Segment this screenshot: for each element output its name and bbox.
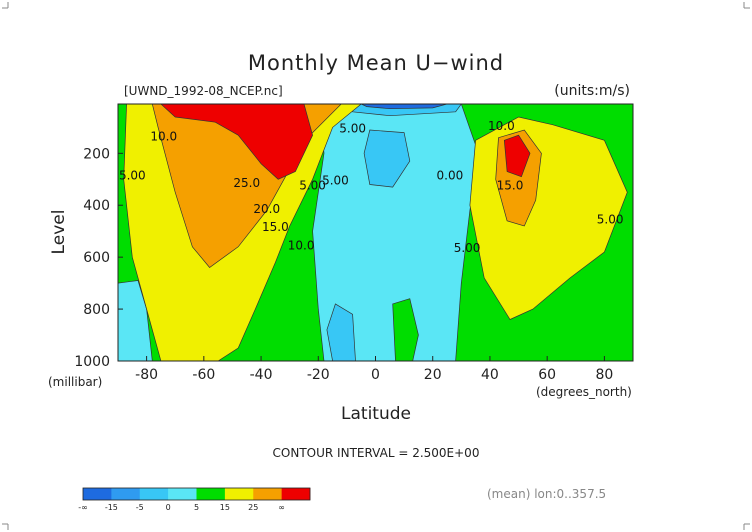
colorbar-tick-label: 5 xyxy=(194,503,199,512)
y-axis-label: Level xyxy=(49,210,69,255)
contour-region xyxy=(312,104,479,361)
colorbar-swatch xyxy=(168,488,197,500)
contour-label: 5.00 xyxy=(454,241,481,255)
colorbar-tick-label: 15 xyxy=(220,503,230,512)
contour-label: 20.0 xyxy=(253,202,280,216)
footer-text: (mean) lon:0..357.5 xyxy=(487,487,606,501)
colorbar-tick-label: -5 xyxy=(136,503,144,512)
colorbar-swatch xyxy=(253,488,282,500)
colorbar-tick-label: ∞ xyxy=(278,503,285,512)
contour-region xyxy=(326,303,356,361)
colorbar-swatch xyxy=(111,488,141,500)
colorbar-frame xyxy=(82,487,311,501)
x-tick-label: -80 xyxy=(135,367,158,383)
colorbar-swatch xyxy=(224,488,254,500)
colorbar: -∞ -15 -5 0 5 15 25 ∞ xyxy=(78,487,311,512)
x-tick-label: -40 xyxy=(250,367,273,383)
colorbar-swatch xyxy=(83,488,112,500)
x-tick-label: -20 xyxy=(307,367,330,383)
contour-label: 15.0 xyxy=(262,220,289,234)
contour-label: 10.0 xyxy=(488,119,515,133)
contour-region xyxy=(392,298,419,361)
contour-label: 0.00 xyxy=(437,168,464,182)
plot-area xyxy=(118,104,633,361)
file-label: [UWND_1992-08_NCEP.nc] xyxy=(124,84,283,98)
y-tick-label: 1000 xyxy=(74,354,110,370)
chart-title: Monthly Mean U−wind xyxy=(248,51,504,75)
colorbar-tick-label: -∞ xyxy=(78,503,88,512)
x-tick-label: 60 xyxy=(538,367,556,383)
contour-region xyxy=(118,280,153,361)
contour-label: 10.0 xyxy=(150,129,177,143)
y-tick-label: 600 xyxy=(83,250,110,266)
x-tick-label: 20 xyxy=(424,367,442,383)
colorbar-tick-label: 0 xyxy=(166,503,171,512)
contour-region xyxy=(160,104,313,180)
contour-label: 5.00 xyxy=(339,122,366,136)
colorbar-swatch xyxy=(281,488,311,500)
x-axis-unit: (degrees_north) xyxy=(536,385,632,399)
contour-label: 10.0 xyxy=(288,238,315,252)
x-tick-label: 40 xyxy=(481,367,499,383)
y-tick-label: 400 xyxy=(83,198,110,214)
contour-label: 5.00 xyxy=(597,212,624,226)
contour-region xyxy=(361,104,448,110)
contour-label: 5.00 xyxy=(322,173,349,187)
contour-label: 25.0 xyxy=(233,176,260,190)
x-tick-label: -60 xyxy=(192,367,215,383)
x-axis-label: Latitude xyxy=(341,404,411,424)
y-tick-label: 200 xyxy=(83,146,110,162)
colorbar-swatch xyxy=(196,488,226,500)
x-tick-label: 80 xyxy=(595,367,613,383)
colorbar-tick-label: 25 xyxy=(248,503,258,512)
colorbar-tick-label: -15 xyxy=(105,503,118,512)
y-tick-label: 800 xyxy=(83,302,110,318)
contour-label: 15.0 xyxy=(497,179,524,193)
x-tick-label: 0 xyxy=(371,367,380,383)
contour-label: 5.00 xyxy=(299,179,326,193)
contour-interval-text: CONTOUR INTERVAL = 2.500E+00 xyxy=(273,446,480,460)
contour-label: 5.00 xyxy=(119,168,146,182)
x-axis: -80 -60 -40 -20 0 20 40 60 80 xyxy=(135,356,613,383)
colorbar-swatch xyxy=(139,488,169,500)
contour-region xyxy=(503,134,531,178)
units-label: (units:m/s) xyxy=(554,83,630,99)
contour-region xyxy=(363,129,411,188)
y-axis-unit: (millibar) xyxy=(48,375,102,389)
y-axis: 200 400 600 800 1000 xyxy=(74,146,123,370)
